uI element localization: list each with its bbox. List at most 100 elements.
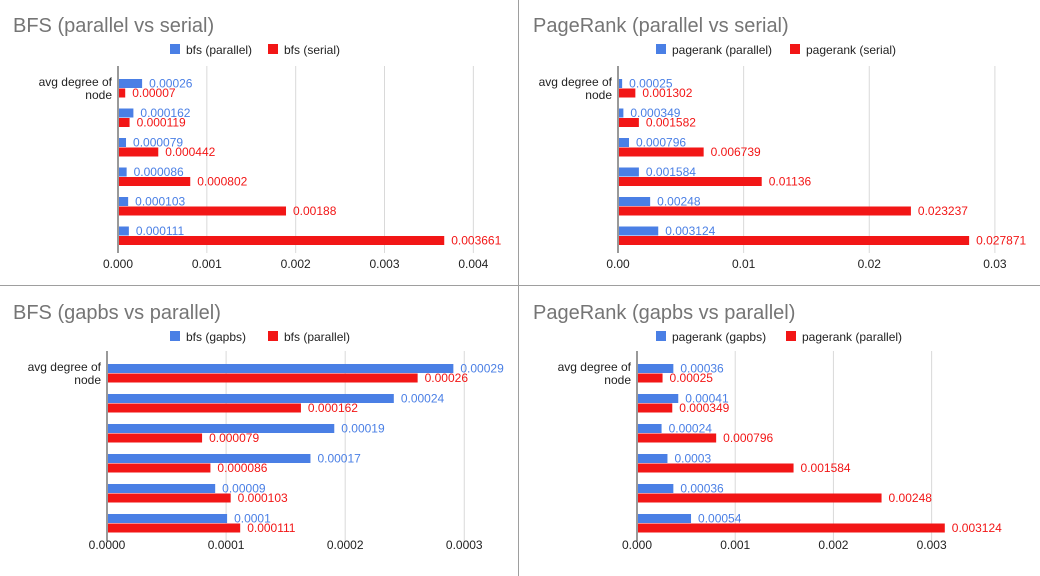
data-label: 0.00188 xyxy=(293,204,337,218)
panel-divider xyxy=(518,0,519,576)
category-axis-label: avg degree of node xyxy=(39,75,113,102)
x-tick-label: 0.0001 xyxy=(208,538,245,552)
bar xyxy=(108,394,394,403)
chart-title: PageRank (parallel vs serial) xyxy=(533,15,789,37)
bar xyxy=(619,79,623,88)
data-label: 0.00024 xyxy=(669,422,713,436)
legend-entry: bfs (gapbs) xyxy=(186,330,246,344)
data-label: 0.001302 xyxy=(642,86,692,100)
legend-swatch xyxy=(656,44,666,54)
data-label: 0.00026 xyxy=(149,77,193,91)
bar xyxy=(108,364,454,373)
data-label: 0.023237 xyxy=(918,204,968,218)
bar xyxy=(119,197,129,206)
x-tick-label: 0.02 xyxy=(858,257,882,271)
data-label: 0.000802 xyxy=(197,175,247,189)
bar xyxy=(119,206,287,216)
legend-entry: pagerank (serial) xyxy=(806,43,896,57)
category-axis-label: avg degree of node xyxy=(539,75,613,102)
bar xyxy=(119,226,129,236)
bar xyxy=(108,514,228,523)
legend-entry: pagerank (parallel) xyxy=(802,330,902,344)
data-label: 0.000086 xyxy=(217,461,267,475)
data-label: 0.00054 xyxy=(698,512,742,526)
bar xyxy=(619,177,762,186)
data-label: 0.00036 xyxy=(680,362,724,376)
bar-chart: BFS (gapbs vs parallel) bfs (gapbs) bfs (p… xyxy=(13,302,504,552)
data-label: 0.000162 xyxy=(140,106,190,120)
bar xyxy=(119,138,127,147)
data-label: 0.00026 xyxy=(425,371,469,385)
chart-panel-2: PageRank (parallel vs serial) pagerank (p… xyxy=(520,0,1040,285)
data-label: 0.00025 xyxy=(670,371,714,385)
data-label: 0.00025 xyxy=(629,77,673,91)
bar xyxy=(619,197,651,206)
legend-swatch xyxy=(656,331,666,341)
bar xyxy=(638,403,673,413)
bar xyxy=(619,88,636,98)
bar xyxy=(638,364,674,373)
legend-entry: bfs (parallel) xyxy=(186,43,252,57)
legend-swatch xyxy=(170,331,180,341)
data-label: 0.000079 xyxy=(133,136,183,150)
legend-entry: bfs (parallel) xyxy=(284,330,350,344)
data-label: 0.01136 xyxy=(769,175,812,189)
bar xyxy=(119,88,126,98)
data-label: 0.00248 xyxy=(657,195,701,209)
bar xyxy=(619,108,624,118)
data-label: 0.00248 xyxy=(889,491,933,505)
bar xyxy=(638,493,882,503)
bar xyxy=(108,523,241,533)
legend-swatch xyxy=(790,44,800,54)
x-tick-label: 0.0002 xyxy=(327,538,364,552)
bar xyxy=(119,118,130,127)
x-tick-label: 0.002 xyxy=(818,538,848,552)
chart-title: BFS (parallel vs serial) xyxy=(13,15,214,37)
bar xyxy=(119,177,191,186)
data-label: 0.000119 xyxy=(137,116,186,130)
bar xyxy=(619,147,704,157)
bar xyxy=(108,373,418,383)
x-tick-label: 0.002 xyxy=(281,257,311,271)
data-label: 0.006739 xyxy=(711,145,761,159)
data-label: 0.000796 xyxy=(636,136,686,150)
data-label: 0.00041 xyxy=(685,392,729,406)
legend-entry: bfs (serial) xyxy=(284,43,340,57)
bar xyxy=(638,514,692,523)
x-tick-label: 0.01 xyxy=(732,257,756,271)
bar xyxy=(119,79,143,88)
legend-swatch xyxy=(170,44,180,54)
bar xyxy=(108,403,301,413)
data-label: 0.000079 xyxy=(209,431,259,445)
data-label: 0.001582 xyxy=(646,116,696,130)
bar xyxy=(119,108,134,118)
category-axis-label: avg degree of node xyxy=(28,360,102,387)
x-tick-label: 0.001 xyxy=(720,538,750,552)
bar xyxy=(638,463,794,473)
bar xyxy=(638,424,662,433)
data-label: 0.000162 xyxy=(308,401,358,415)
data-label: 0.003124 xyxy=(665,224,715,238)
bar xyxy=(619,236,970,245)
legend-swatch xyxy=(268,44,278,54)
data-label: 0.003124 xyxy=(952,521,1002,535)
legend-entry: pagerank (parallel) xyxy=(672,43,772,57)
bar xyxy=(638,454,668,463)
data-label: 0.000103 xyxy=(238,491,288,505)
data-label: 0.000086 xyxy=(134,165,184,179)
bar xyxy=(108,424,335,433)
x-tick-label: 0.000 xyxy=(622,538,652,552)
data-label: 0.00009 xyxy=(222,482,266,496)
bar xyxy=(638,484,674,493)
bar xyxy=(619,206,911,216)
x-tick-label: 0.001 xyxy=(192,257,222,271)
data-label: 0.0001 xyxy=(234,512,271,526)
x-tick-label: 0.004 xyxy=(458,257,488,271)
legend-entry: pagerank (gapbs) xyxy=(672,330,766,344)
bar xyxy=(619,226,659,236)
bar xyxy=(119,236,445,245)
x-tick-label: 0.0000 xyxy=(89,538,126,552)
data-label: 0.000103 xyxy=(135,195,185,209)
bar xyxy=(638,373,663,383)
